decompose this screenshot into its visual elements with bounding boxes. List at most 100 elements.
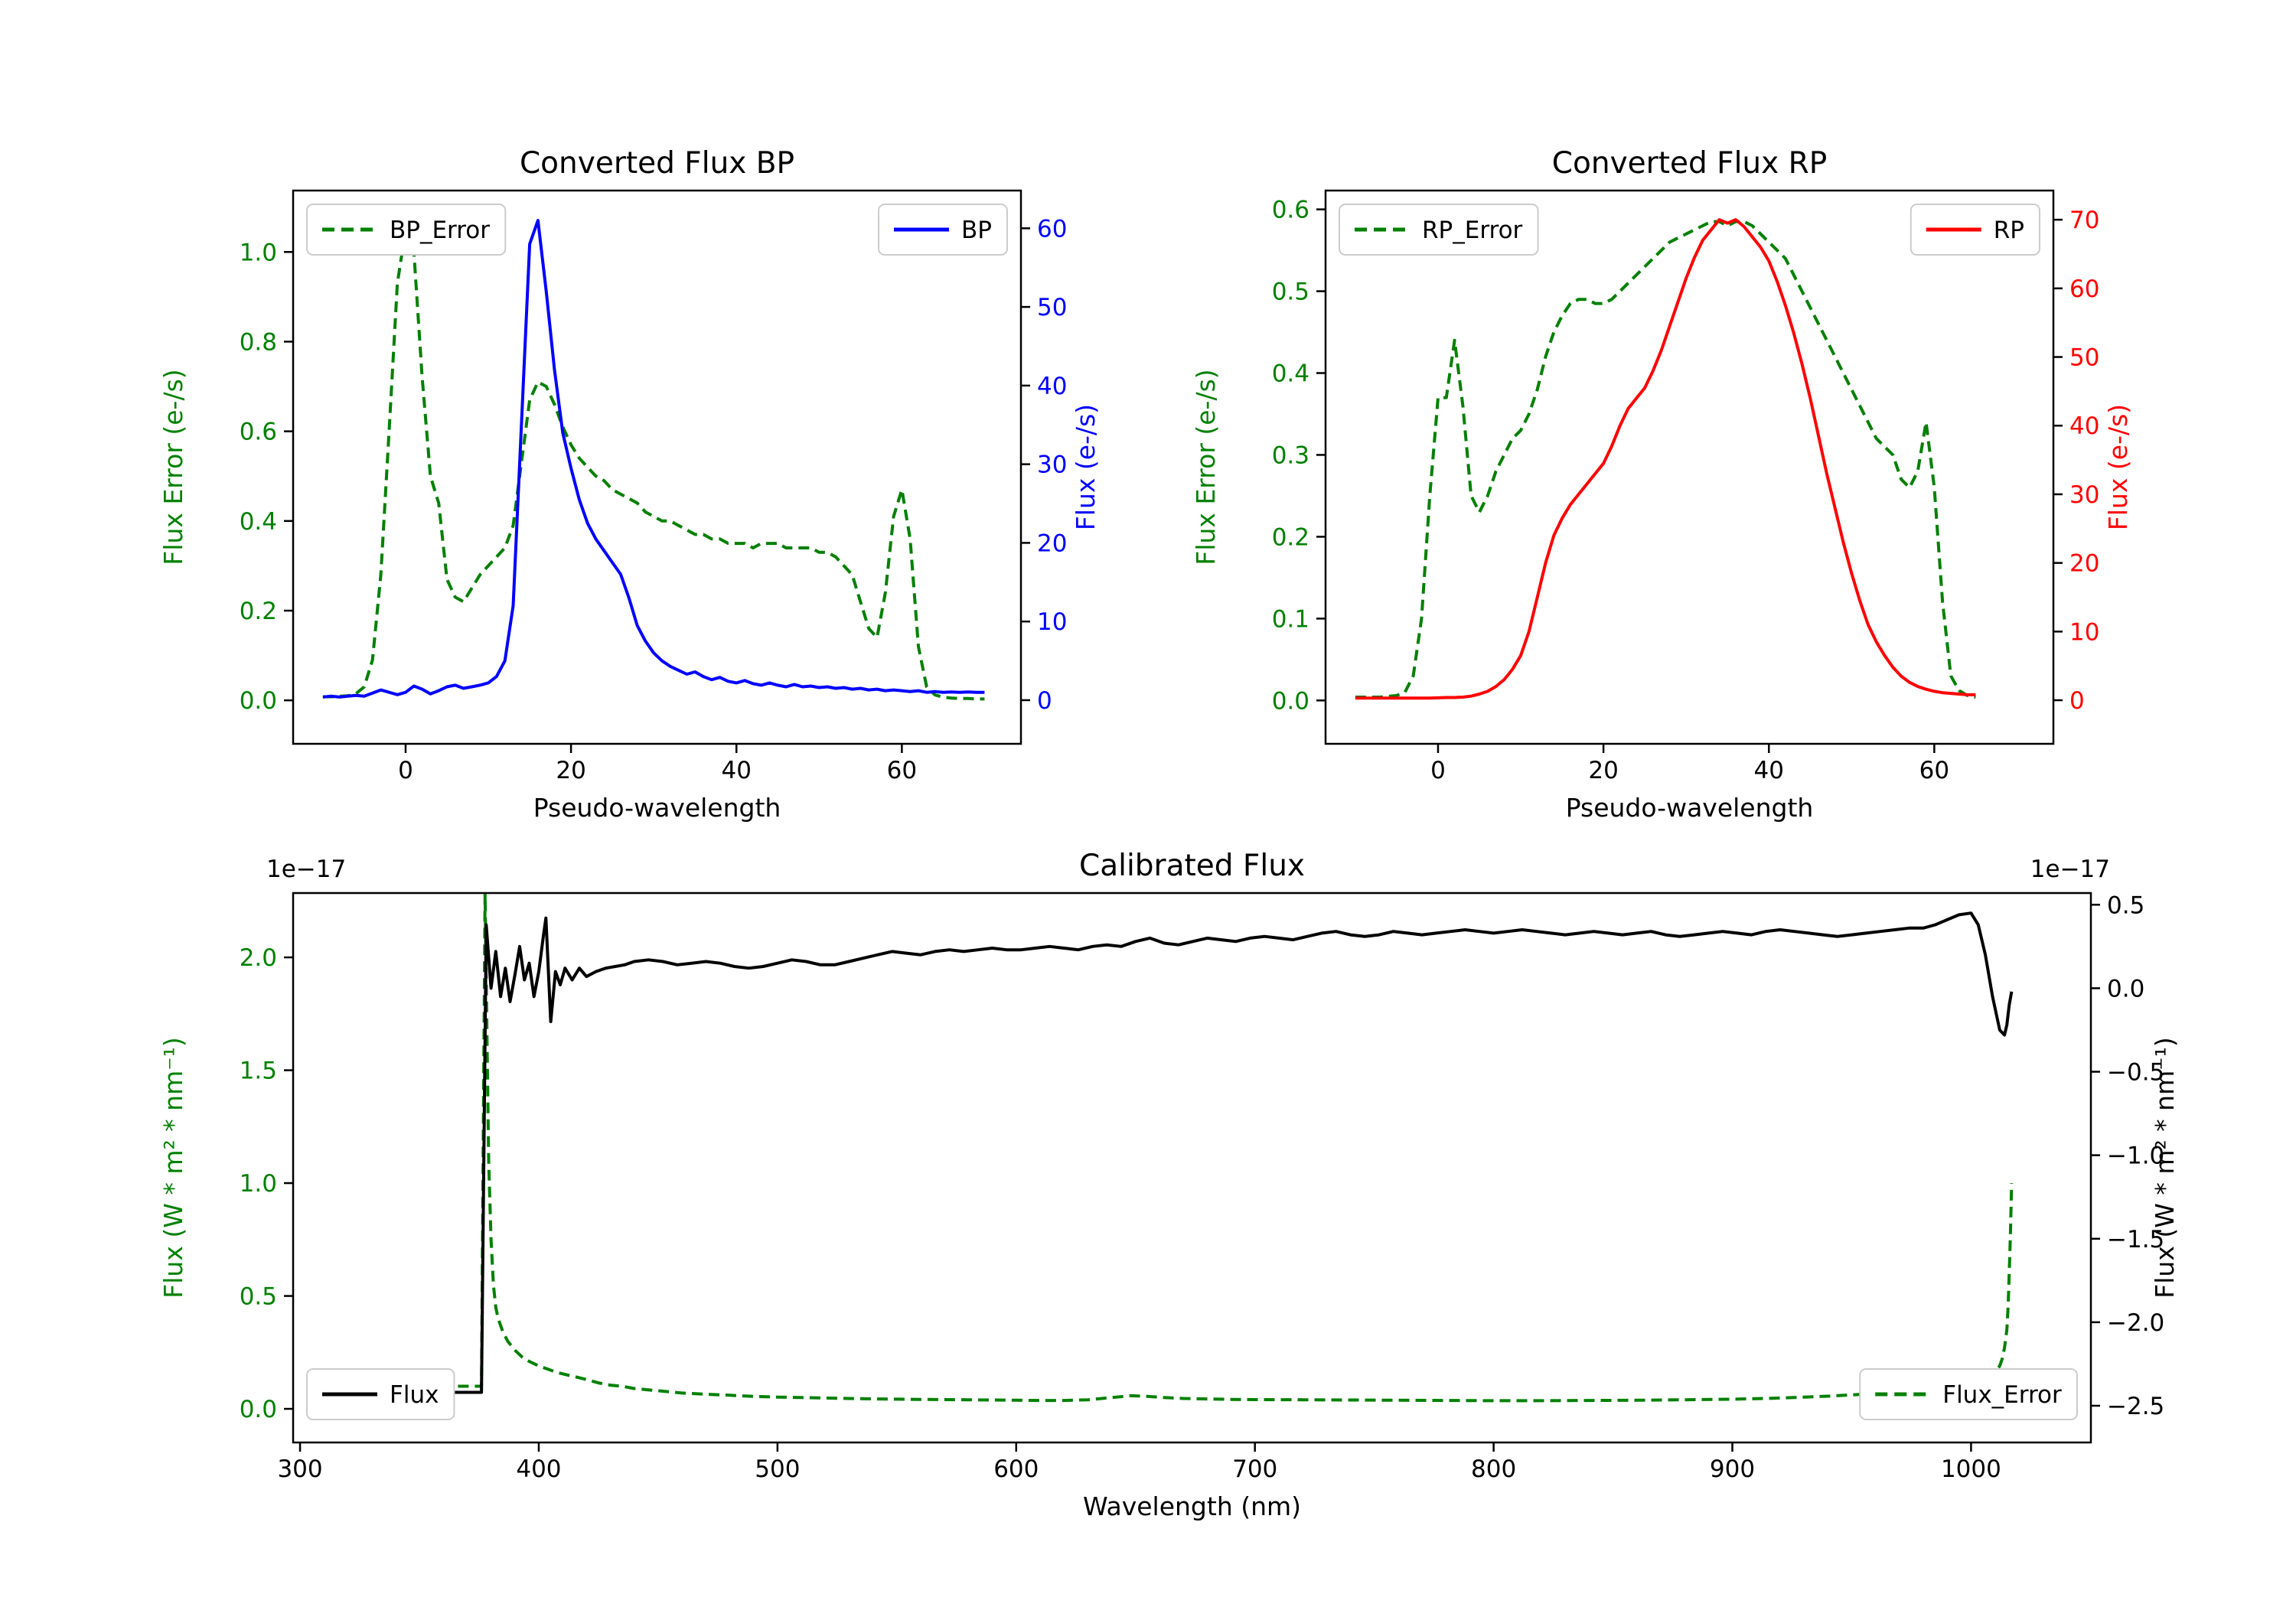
chart-cal: 300 400 500 600 700 800 900 1000 0.0 0.5 1.0 1.5 2.0… [158, 849, 2180, 1521]
left-tick-label: 1.5 [240, 1058, 277, 1085]
left-tick-label: 0.4 [240, 508, 277, 536]
right-tick-label: 0.0 [2107, 975, 2144, 1002]
chart-bp: 0 20 40 60 0.0 0.2 0.4 0.6 0.8 1.0 Flux Error (e-/… [158, 146, 1101, 823]
x-tick-label: 20 [1588, 757, 1618, 784]
x-tick-label: 1000 [1941, 1455, 2001, 1483]
legend-Flux: Flux [306, 1368, 455, 1420]
x-tick-label: 40 [1754, 757, 1784, 784]
right-tick-label: 10 [1037, 608, 1067, 636]
legend-box [306, 1368, 455, 1420]
legend-RP_Error: RP_Error [1339, 204, 1539, 256]
x-tick-label: 900 [1710, 1455, 1755, 1483]
right-tick-label: −2.0 [2107, 1309, 2164, 1337]
left-tick-label: 0.6 [240, 419, 277, 446]
series-RP_Error [1355, 220, 1976, 699]
legend-Flux_Error: Flux_Error [1859, 1368, 2078, 1420]
left-tick-label: 0.3 [1272, 442, 1309, 469]
left-tick-label: 0.6 [1272, 197, 1309, 224]
left-tick-label: 0.0 [240, 687, 277, 715]
legend-label: Flux_Error [1942, 1381, 2062, 1409]
left-tick-label: 1.0 [240, 1170, 277, 1198]
x-tick-label: 60 [1919, 757, 1949, 784]
x-tick-label: 600 [993, 1455, 1039, 1483]
right-tick-label: 20 [2069, 550, 2099, 578]
right-tick-label: 50 [2069, 344, 2099, 372]
x-tick-label: 40 [722, 757, 752, 784]
legend-label: RP_Error [1422, 217, 1523, 244]
chart-rp: 0 20 40 60 0.0 0.1 0.2 0.3 0.4 0.5 0.6 Flux Error (… [1191, 146, 2133, 823]
left-tick-label: 0.2 [1272, 523, 1309, 551]
rp-right-axis-label: Flux (e-/s) [2103, 404, 2133, 530]
rp-axes-frame [1324, 189, 2055, 745]
x-tick-label: 20 [556, 757, 585, 784]
legend-box [1859, 1368, 2078, 1420]
right-tick-label: 30 [2069, 481, 2099, 509]
left-offset-text: 1e−17 [266, 856, 346, 883]
series-Flux_Error [373, 893, 2014, 1403]
right-tick-label: 60 [1037, 215, 1067, 243]
left-tick-label: 1.0 [240, 239, 277, 266]
x-tick-label: 700 [1232, 1455, 1277, 1483]
right-tick-label: 30 [1037, 451, 1067, 479]
x-tick-label: 60 [887, 757, 917, 784]
right-tick-label: −2.5 [2107, 1393, 2164, 1420]
right-tick-label: 60 [2069, 275, 2099, 303]
legend-label: BP_Error [390, 217, 490, 244]
legend-RP: RP [1910, 204, 2040, 256]
legend-box [1339, 204, 1539, 256]
right-tick-label: 0.5 [2107, 892, 2144, 919]
bp-axes-frame [292, 189, 1022, 745]
right-tick-label: −1.0 [2107, 1143, 2164, 1170]
bp-left-axis-label: Flux Error (e-/s) [158, 369, 188, 565]
x-tick-label: 800 [1471, 1455, 1516, 1483]
left-tick-label: 0.5 [1272, 279, 1309, 306]
right-tick-label: 10 [2069, 618, 2099, 646]
left-tick-label: 0.0 [240, 1396, 277, 1423]
cal-title: Calibrated Flux [1079, 849, 1305, 883]
legend-label: RP [1994, 217, 2024, 244]
legend-label: Flux [390, 1381, 439, 1409]
left-tick-label: 0.1 [1272, 605, 1309, 633]
right-tick-label: 20 [1037, 530, 1067, 557]
left-tick-label: 2.0 [240, 944, 277, 972]
series-RP [1355, 218, 1976, 700]
series-Flux [373, 911, 2014, 1394]
cal-x-axis-label: Wavelength (nm) [1083, 1491, 1301, 1521]
right-tick-label: 70 [2069, 207, 2099, 234]
left-tick-label: 0.8 [240, 328, 277, 356]
right-tick-label: 40 [2069, 412, 2099, 440]
rp-title: Converted Flux RP [1552, 146, 1827, 181]
rp-x-axis-label: Pseudo-wavelength [1566, 793, 1814, 823]
legend-label: BP [961, 217, 992, 244]
right-tick-label: 0 [2069, 687, 2085, 715]
right-tick-label: 50 [1037, 294, 1067, 321]
legend-BP: BP [878, 204, 1008, 256]
left-tick-label: 0.4 [1272, 360, 1309, 388]
bp-x-axis-label: Pseudo-wavelength [533, 793, 781, 823]
bp-title: Converted Flux BP [520, 146, 794, 181]
rp-left-axis-label: Flux Error (e-/s) [1191, 369, 1221, 565]
x-tick-label: 400 [516, 1455, 561, 1483]
right-offset-text: 1e−17 [2030, 856, 2110, 883]
series-BP_Error [322, 228, 985, 701]
bp-right-axis-label: Flux (e-/s) [1071, 404, 1101, 530]
x-tick-label: 500 [755, 1455, 800, 1483]
series-BP [322, 219, 985, 699]
legend-BP_Error: BP_Error [306, 204, 507, 256]
cal-axes-frame [292, 892, 2092, 1444]
cal-right-axis-label: Flux (W * m² * nm⁻¹) [2150, 1037, 2180, 1299]
right-tick-label: −1.5 [2107, 1226, 2164, 1253]
left-tick-label: 0.0 [1272, 687, 1309, 715]
right-tick-label: −0.5 [2107, 1059, 2164, 1087]
right-tick-label: 0 [1037, 687, 1052, 715]
left-tick-label: 0.5 [240, 1283, 277, 1311]
x-tick-label: 300 [277, 1455, 322, 1483]
cal-left-axis-label: Flux (W * m² * nm⁻¹) [158, 1037, 188, 1299]
legend-box [306, 204, 507, 256]
x-tick-label: 0 [1430, 757, 1446, 784]
right-tick-label: 40 [1037, 373, 1067, 400]
left-tick-label: 0.2 [240, 598, 277, 625]
x-tick-label: 0 [398, 757, 413, 784]
